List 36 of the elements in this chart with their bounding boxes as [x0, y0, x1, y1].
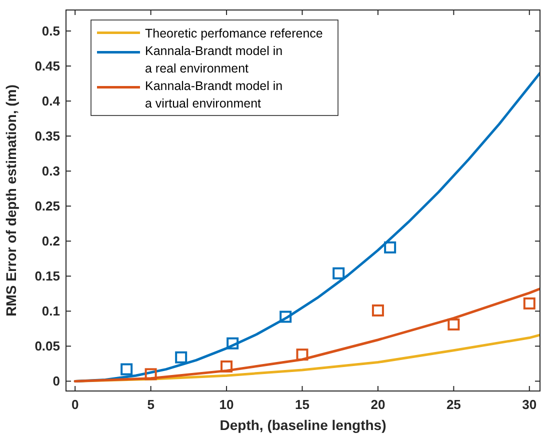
x-axis-title: Depth, (baseline lengths) [220, 417, 386, 433]
point [296, 348, 308, 361]
y-tick-label: 0 [52, 374, 60, 389]
x-tick-label: 15 [295, 397, 310, 412]
y-tick-label: 0.1 [42, 304, 60, 319]
point [226, 337, 239, 350]
y-tick-label: 0.3 [42, 164, 60, 179]
y-tick-label: 0.5 [42, 24, 60, 39]
point [144, 368, 157, 380]
x-tick-label: 5 [147, 397, 154, 412]
point [280, 310, 292, 323]
point [372, 304, 384, 316]
point [220, 360, 233, 372]
point [332, 267, 345, 280]
legend-label: Kannala-Brandt model in a real environment [145, 44, 283, 76]
y-tick-label: 0.25 [34, 198, 60, 214]
y-axis-title: RMS Error of depth estimation, (m) [3, 84, 19, 316]
point [523, 297, 536, 310]
point [120, 363, 133, 376]
y-tick-label: 0.45 [34, 58, 60, 74]
y-tick-label: 0.05 [34, 338, 60, 354]
y-tick-label: 0.2 [42, 234, 60, 249]
y-tick-label: 0.4 [42, 94, 61, 109]
x-tick-label: 0 [71, 397, 79, 412]
point [448, 318, 460, 330]
x-tick-label: 20 [370, 397, 386, 412]
point [384, 241, 396, 254]
legend-label: Theoretic perfomance reference [145, 26, 323, 40]
y-tick-label: 0.35 [34, 128, 60, 144]
x-tick-label: 10 [219, 397, 234, 412]
point [175, 351, 188, 364]
x-tick-label: 30 [522, 397, 537, 412]
legend-label: Kannala-Brandt model in a virtual environment [145, 78, 283, 110]
x-tick-label: 25 [446, 397, 461, 412]
line-series [74, 287, 540, 382]
y-tick-label: 0.15 [34, 268, 60, 284]
